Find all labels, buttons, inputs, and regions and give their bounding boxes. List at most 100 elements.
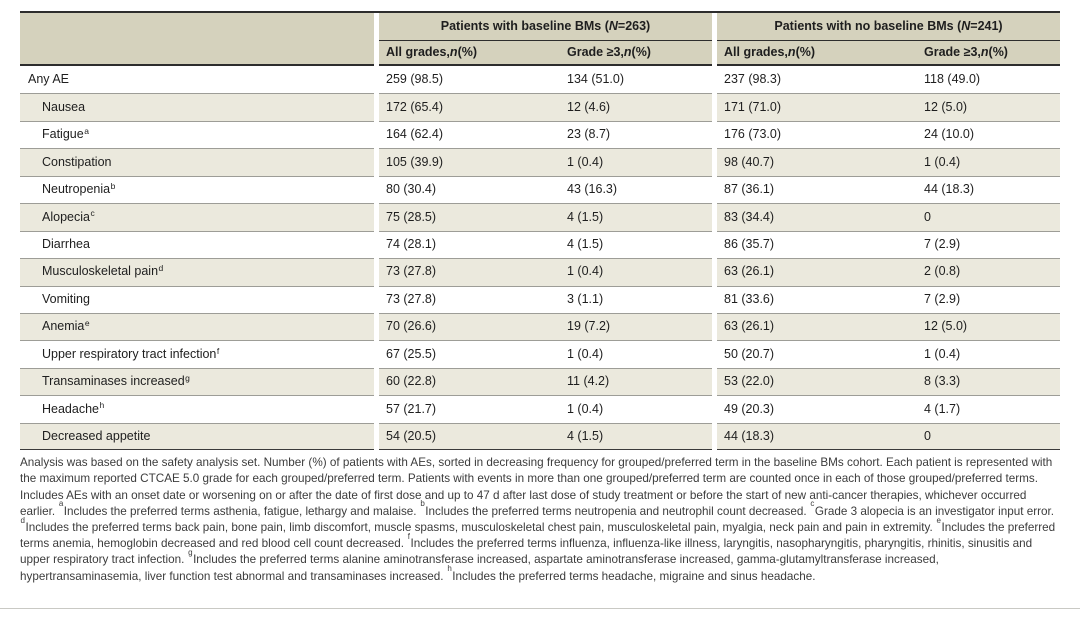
cell-value: 134 (51.0): [567, 71, 624, 86]
cell-value: 1 (0.4): [560, 340, 712, 367]
footnote-text: Includes the preferred terms headache, m…: [452, 569, 816, 583]
cell-value: 74 (28.1): [379, 230, 560, 258]
cell-value: 12 (5.0): [917, 93, 1060, 121]
cell-value: 1 (0.4): [917, 340, 1060, 367]
group-header-no-baseline-bms: Patients with no baseline BMs (N =241): [717, 13, 1060, 41]
cell-value: 164 (62.4): [379, 120, 560, 148]
cell-value: 44 (18.3): [717, 422, 917, 451]
cell-value: 50 (20.7): [717, 340, 917, 367]
row-term: Any AE: [20, 66, 374, 93]
footnote-mark: d: [20, 515, 25, 525]
cell-value: 44 (18.3): [917, 175, 1060, 203]
subheader-grade3-baseline: Grade ≥3, n (%): [560, 41, 712, 66]
subheader-all-grades-baseline: All grades, n (%): [379, 41, 560, 66]
footnotes: Analysis was based on the safety analysi…: [20, 455, 1060, 585]
cell-value: 1 (0.4): [917, 148, 1060, 176]
cell-value: 2 (0.8): [917, 258, 1060, 286]
cell-value: 80 (30.4): [379, 175, 560, 203]
subheader-grade3-no-baseline: Grade ≥3, n (%): [917, 41, 1060, 66]
cell-value: 24 (10.0): [917, 120, 1060, 148]
cell-value: 43 (16.3): [560, 175, 712, 203]
cell-value: 70 (26.6): [379, 312, 560, 341]
table-row: Nausea 172 (65.4) 12 (4.6) 171 (71.0) 12…: [20, 93, 1060, 121]
table-row: Vomiting 73 (27.8) 3 (1.1) 81 (33.6) 7 (…: [20, 285, 1060, 313]
footnote-mark: f: [407, 531, 410, 541]
footnote-text: Includes the preferred terms anemia, hem…: [20, 520, 1056, 551]
term-text: Headache: [42, 401, 99, 416]
cell-value: 53 (22.0): [717, 367, 917, 396]
footnote-text: Includes the preferred terms asthenia, f…: [63, 504, 420, 518]
cell-value: 73 (27.8): [379, 285, 560, 313]
table-row: Decreased appetite 54 (20.5) 4 (1.5) 44 …: [20, 422, 1060, 451]
table-row: Any AE 259 (98.5) 134 (51.0) 237 (98.3) …: [20, 66, 1060, 93]
table-row: Transaminases increased g 60 (22.8) 11 (4…: [20, 367, 1060, 396]
term-text: Alopecia: [42, 209, 90, 224]
table-row: Headache h 57 (21.7) 1 (0.4) 49 (20.3) 4 …: [20, 395, 1060, 422]
table-row: Neutropenia b 80 (30.4) 43 (16.3) 87 (36.…: [20, 175, 1060, 203]
cell-value: 259 (98.5): [386, 71, 443, 86]
footnote-text: Includes the preferred terms alanine ami…: [20, 553, 939, 583]
cell-value: 49 (20.3): [717, 395, 917, 422]
term-text: Anemia: [42, 319, 85, 334]
cell-value: 105 (39.9): [379, 148, 560, 176]
row-term: Nausea: [20, 93, 374, 121]
table-row: Anemia e 70 (26.6) 19 (7.2) 63 (26.1) 12 …: [20, 312, 1060, 341]
footnote-general: Analysis was based on the safety analysi…: [20, 456, 1053, 518]
footnote-mark: a: [58, 499, 64, 509]
footnote-mark: g: [188, 547, 193, 557]
cell-value: 12 (4.6): [560, 93, 712, 121]
cell-value: 81 (33.6): [717, 285, 917, 313]
cell-value: 63 (26.1): [717, 258, 917, 286]
table-row: Musculoskeletal pain d 73 (27.8) 1 (0.4) …: [20, 258, 1060, 286]
row-term: Alopecia c: [20, 203, 374, 231]
cell-value: 73 (27.8): [379, 258, 560, 286]
cell-value: 23 (8.7): [560, 120, 712, 148]
row-term: Diarrhea: [20, 230, 374, 258]
row-term: Headache h: [20, 395, 374, 422]
table-row: Diarrhea 74 (28.1) 4 (1.5) 86 (35.7) 7 (…: [20, 230, 1060, 258]
term-text: Decreased appetite: [42, 428, 151, 443]
row-term: Transaminases increased g: [20, 367, 374, 396]
cell-value: 1 (0.4): [560, 258, 712, 286]
cell-value: 237 (98.3): [724, 71, 781, 86]
footnote-mark: b: [420, 499, 425, 509]
table-row: Upper respiratory tract infection f 67 (2…: [20, 340, 1060, 367]
footnote-text: Includes the preferred terms back pain, …: [25, 520, 936, 534]
term-text: Any AE: [28, 71, 69, 86]
group-header-baseline-bms: Patients with baseline BMs (N =263): [379, 13, 712, 41]
cell-value: 8 (3.3): [917, 367, 1060, 396]
cell-value: 1 (0.4): [560, 148, 712, 176]
cell-value: 176 (73.0): [717, 120, 917, 148]
table-header: Patients with baseline BMs (N =263) Patie…: [20, 11, 1060, 66]
row-term: Decreased appetite: [20, 422, 374, 451]
cell-value: 3 (1.1): [560, 285, 712, 313]
term-text: Constipation: [42, 154, 112, 169]
row-term: Fatigue a: [20, 120, 374, 148]
cell-value: 57 (21.7): [379, 395, 560, 422]
cell-value: 171 (71.0): [717, 93, 917, 121]
term-text: Neutropenia: [42, 182, 111, 197]
cell-value: 83 (34.4): [717, 203, 917, 231]
term-text: Transaminases increased: [42, 374, 185, 389]
table-body: Any AE 259 (98.5) 134 (51.0) 237 (98.3) …: [20, 66, 1060, 451]
adverse-events-table-figure: Patients with baseline BMs (N =263) Patie…: [0, 11, 1080, 609]
term-text: Vomiting: [42, 291, 90, 306]
cell-value: 63 (26.1): [717, 312, 917, 341]
cell-value: 75 (28.5): [379, 203, 560, 231]
term-text: Nausea: [42, 99, 86, 114]
cell-value: 0: [917, 422, 1060, 451]
row-term: Musculoskeletal pain d: [20, 258, 374, 286]
row-term: Neutropenia b: [20, 175, 374, 203]
cell-value: 19 (7.2): [560, 312, 712, 341]
cell-value: 54 (20.5): [379, 422, 560, 451]
cell-value: 87 (36.1): [717, 175, 917, 203]
cell-value: 1 (0.4): [560, 395, 712, 422]
corner-cell: [20, 13, 374, 66]
cell-value: 60 (22.8): [379, 367, 560, 396]
footnote-mark: c: [810, 499, 815, 509]
footnote-text: Grade 3 alopecia is an investigator inpu…: [814, 504, 1054, 518]
table-row: Alopecia c 75 (28.5) 4 (1.5) 83 (34.4) 0: [20, 203, 1060, 231]
row-term: Vomiting: [20, 285, 374, 313]
subheader-all-grades-no-baseline: All grades, n (%): [717, 41, 917, 66]
row-term: Anemia e: [20, 312, 374, 341]
